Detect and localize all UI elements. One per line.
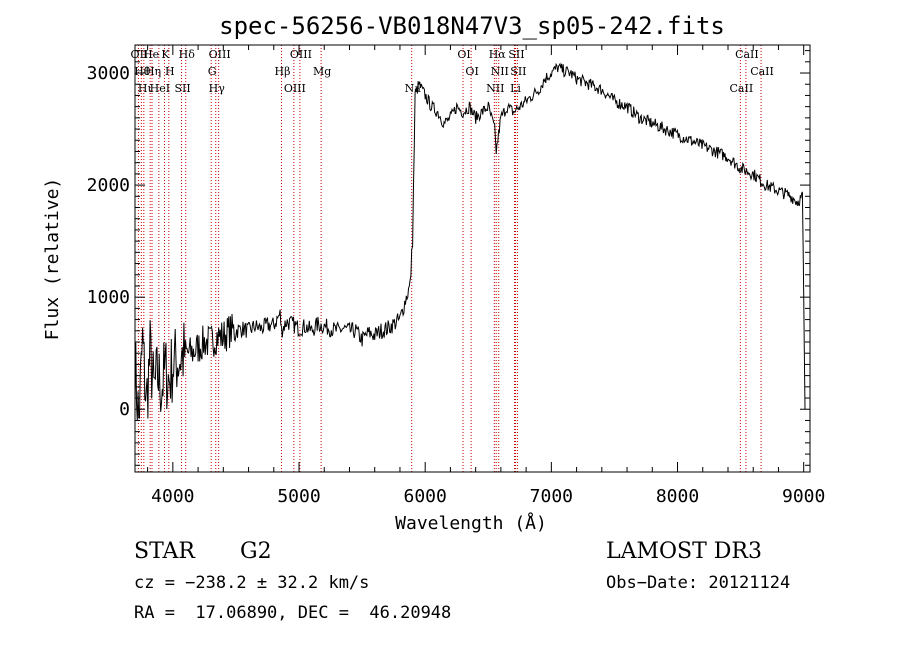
spectral-line-label: Hι [138, 82, 152, 95]
chart-title: spec-56256-VB018N47V3_sp05-242.fits [219, 12, 725, 40]
spectrum-series-line [134, 62, 806, 421]
spectral-line-label: CaII [730, 82, 754, 95]
spectral-line-label: OI [465, 65, 478, 78]
spectral-line-label: NII [491, 65, 509, 78]
spectral-line-label: SII [508, 48, 524, 61]
axis-ticks [135, 45, 810, 472]
redshift-velocity: cz = −238.2 ± 32.2 km/s [134, 573, 370, 593]
y-tick-label: 1000 [87, 287, 130, 308]
x-tick-label: 6000 [404, 486, 447, 507]
spectral-line-label: K [161, 48, 170, 61]
spectral-line-label: H [165, 65, 175, 78]
spectral-line-label: CaII [750, 65, 774, 78]
x-tick-label: 5000 [277, 486, 320, 507]
spectral-line-label: Hθ [134, 65, 151, 78]
x-axis-label: Wavelength (Å) [395, 512, 547, 534]
x-tick-label: 4000 [151, 486, 194, 507]
spectral-line-label: OI [457, 48, 470, 61]
spectral-line-label: G [208, 65, 217, 78]
spectral-line-label: Hη [145, 65, 161, 78]
spectral-line-label: Hβ [275, 65, 291, 78]
x-tick-label: 7000 [530, 486, 573, 507]
spectral-line-label: Hδ [179, 48, 196, 61]
spectral-line-label: SII [510, 65, 526, 78]
spectral-line-label: Li [510, 82, 521, 95]
spectral-line-label: CaII [735, 48, 759, 61]
x-tick-label: 9000 [782, 486, 825, 507]
y-tick-label: 3000 [87, 63, 130, 84]
survey-name: LAMOST DR3 [606, 539, 762, 564]
y-tick-label: 0 [119, 399, 130, 420]
spectral-line-label: OIII [284, 82, 306, 95]
spectral-line-label: Hα [489, 48, 507, 61]
spectral-line-markers [137, 45, 762, 472]
plot-frame [134, 44, 811, 473]
spectral-line-label: OIII [209, 48, 231, 61]
spectral-line-label: SII [174, 82, 190, 95]
y-tick-label: 2000 [87, 175, 130, 196]
coordinates: RA = 17.06890, DEC = 46.20948 [134, 603, 452, 623]
object-subclass: G2 [240, 539, 272, 564]
spectral-line-label: HeI [150, 82, 170, 95]
object-class: STAR [134, 539, 195, 564]
spectral-line-labels: OIIHθHιHeHηHeIKHSIIHδGHγOIIIHβOIIIOIIIMg… [131, 48, 774, 95]
spectral-line-label: He [143, 48, 159, 61]
x-tick-label: 8000 [656, 486, 699, 507]
axis-tick-labels: 4000 5000 6000 7000 8000 9000 0 1000 2000 3000 [87, 63, 826, 507]
observation-date: Obs−Date: 20121124 [606, 573, 791, 593]
y-axis-label: Flux (relative) [42, 178, 63, 341]
spectral-line-label: Hγ [209, 82, 226, 95]
spectral-line-label: NII [486, 82, 504, 95]
spectral-line-label: Mg [313, 65, 331, 78]
spectral-line-label: OIII [290, 48, 312, 61]
